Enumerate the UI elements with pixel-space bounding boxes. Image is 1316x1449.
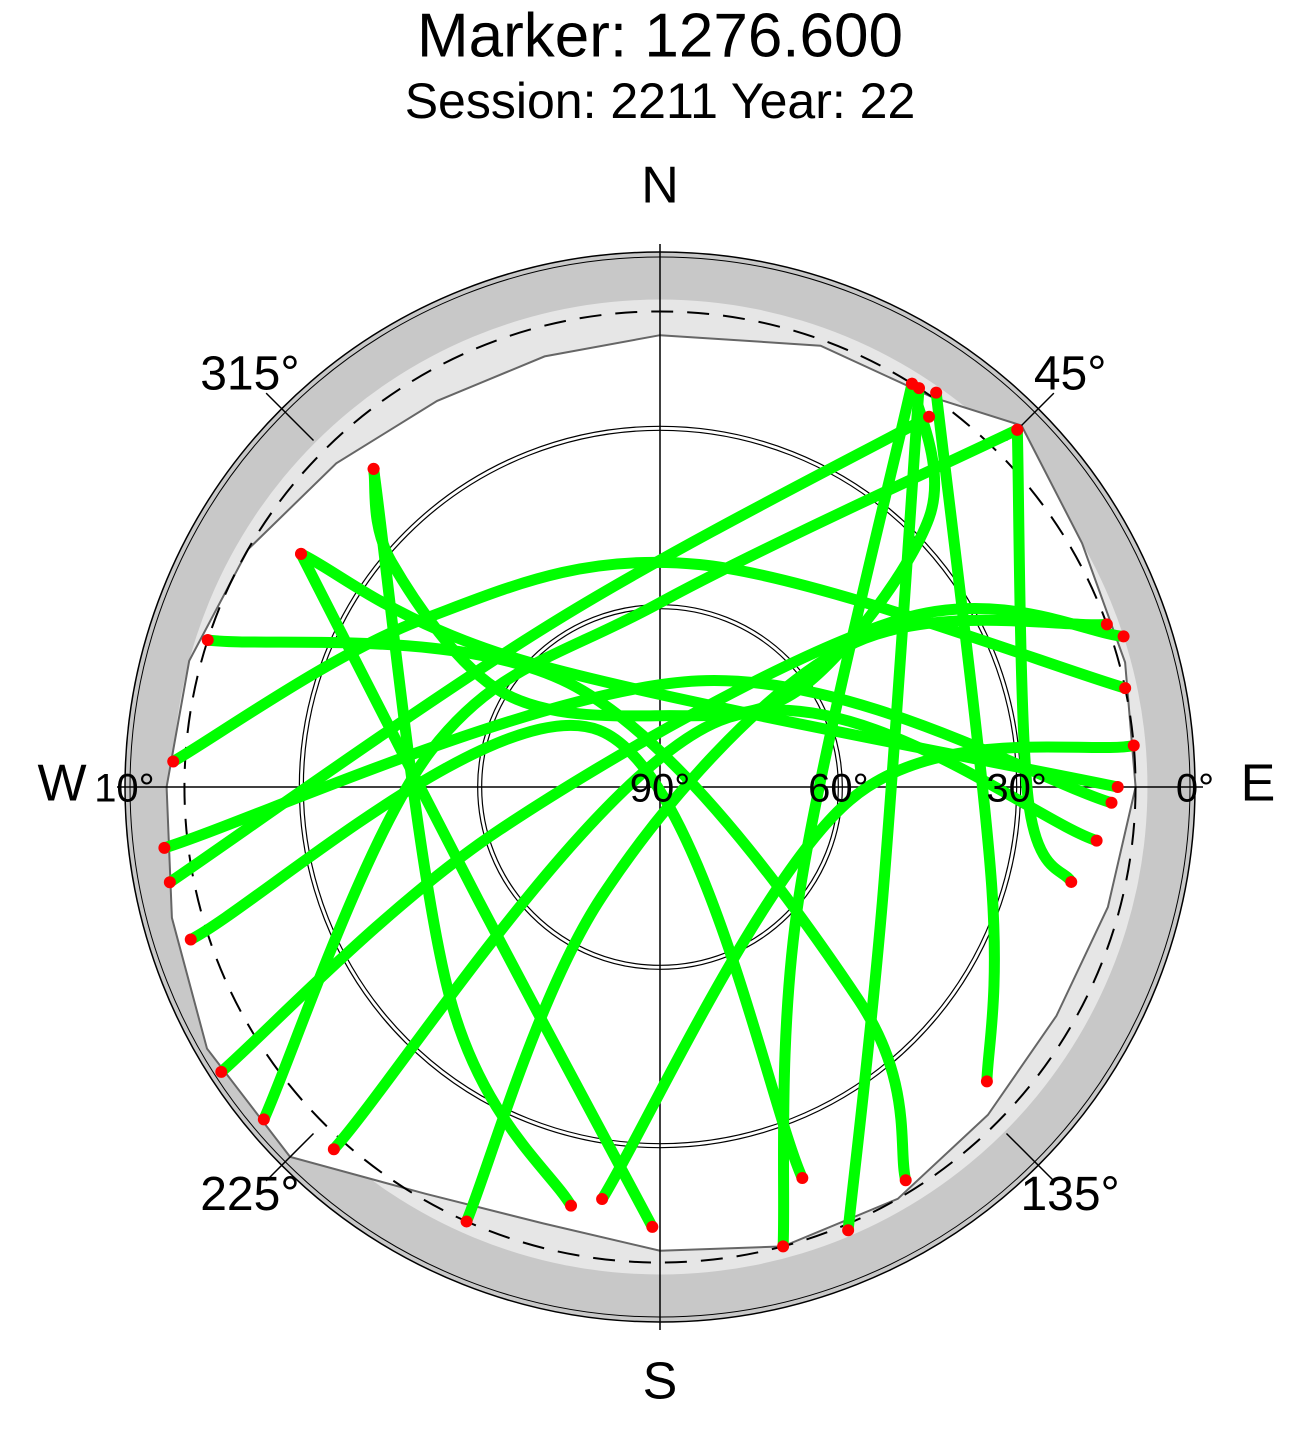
track-endpoint xyxy=(930,386,943,399)
satellite-track xyxy=(777,378,918,1252)
satellite-track xyxy=(185,719,808,1184)
direction-label: N xyxy=(641,157,679,215)
track-endpoint xyxy=(257,1113,270,1126)
track-endpoint xyxy=(1011,423,1024,436)
azimuth-label: 135° xyxy=(1020,1168,1119,1221)
track-endpoint xyxy=(1117,630,1130,643)
track-endpoint xyxy=(596,1193,609,1206)
chart-subtitle: Session: 2211 Year: 22 xyxy=(405,73,916,129)
satellite-track xyxy=(930,387,1000,1087)
azimuth-tick xyxy=(265,392,315,442)
azimuth-label: 315° xyxy=(200,348,299,401)
track-endpoint xyxy=(1127,739,1140,752)
satellite-track xyxy=(461,614,1113,1227)
elevation-label: 90° xyxy=(630,767,691,811)
track-endpoint xyxy=(980,1075,993,1088)
satellite-track xyxy=(1011,424,1077,888)
track-endpoint xyxy=(1100,618,1113,631)
satellite-track xyxy=(596,740,1140,1205)
track-endpoint xyxy=(1119,682,1132,695)
track-endpoint xyxy=(158,841,171,854)
elevation-label: 0° xyxy=(1176,767,1214,811)
direction-label: W xyxy=(37,755,86,813)
elevation-label: 10° xyxy=(94,767,155,811)
track-endpoint xyxy=(899,1174,912,1187)
elevation-label: 30° xyxy=(986,767,1047,811)
track-endpoint xyxy=(295,547,308,560)
azimuth-label: 225° xyxy=(200,1168,299,1221)
satellite-track xyxy=(842,382,925,1236)
satellite-track xyxy=(368,378,941,722)
track-endpoint xyxy=(201,634,214,647)
satellite-track xyxy=(328,704,1103,1155)
satellite-track xyxy=(215,602,1130,1078)
track-endpoint xyxy=(1111,781,1124,793)
satellite-track xyxy=(164,411,935,888)
track-endpoint xyxy=(565,1199,578,1212)
track-endpoint xyxy=(796,1172,809,1185)
satellite-track xyxy=(368,463,577,1212)
track-endpoint xyxy=(327,1143,340,1156)
track-endpoint xyxy=(842,1224,855,1237)
azimuth-label: 45° xyxy=(1034,348,1107,401)
track-endpoint xyxy=(167,755,180,768)
track-endpoint xyxy=(1105,796,1118,809)
track-endpoint xyxy=(777,1240,790,1253)
satellite-track xyxy=(295,548,1124,793)
track-endpoint xyxy=(1065,875,1078,888)
track-endpoint xyxy=(646,1220,659,1233)
track-endpoint xyxy=(367,462,380,475)
direction-label: S xyxy=(643,1353,678,1411)
chart-title: Marker: 1276.600 xyxy=(417,1,903,70)
track-endpoint xyxy=(184,933,197,946)
elevation-label: 60° xyxy=(808,767,869,811)
track-endpoint xyxy=(923,410,936,423)
direction-label: E xyxy=(1241,755,1276,813)
track-endpoint xyxy=(163,876,176,889)
track-endpoint xyxy=(913,382,926,395)
azimuth-tick xyxy=(1005,1132,1055,1182)
satellite-track xyxy=(258,424,1023,1125)
track-endpoint xyxy=(215,1065,228,1078)
track-endpoint xyxy=(1090,834,1103,847)
track-endpoint xyxy=(460,1215,473,1228)
azimuth-tick xyxy=(265,1132,315,1182)
